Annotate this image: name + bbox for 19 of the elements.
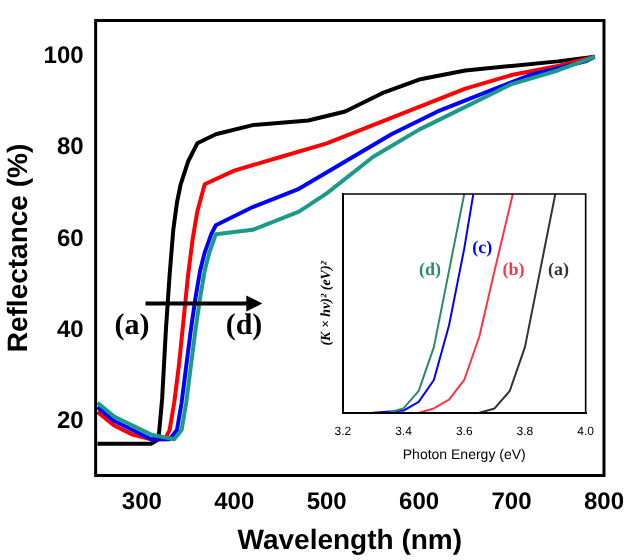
series-label: (c) [472,237,493,258]
y-axis-title: Reflectance (%) [0,143,33,353]
y-tick-label: 100 [43,41,85,70]
y-tick-label: 20 [56,405,85,434]
series-label: (b) [502,259,525,280]
annotation: (d) [225,309,263,342]
y-tick-label: 80 [56,132,85,161]
x-tick-label: 500 [306,486,348,515]
series-label: (d) [419,259,442,280]
x-axis-title: Wavelength (nm) [237,522,463,555]
y-tick-label: 60 [56,223,85,252]
annotation: (a) [114,309,150,342]
y-tick-label: 40 [56,314,85,343]
series-label: (a) [548,259,570,280]
x-tick-label: 700 [491,486,533,515]
x-tick-label: 800 [583,486,625,515]
x-tick-label: 600 [399,486,440,515]
x-tick-label: 300 [121,486,163,515]
x-tick-label: 400 [214,486,255,515]
